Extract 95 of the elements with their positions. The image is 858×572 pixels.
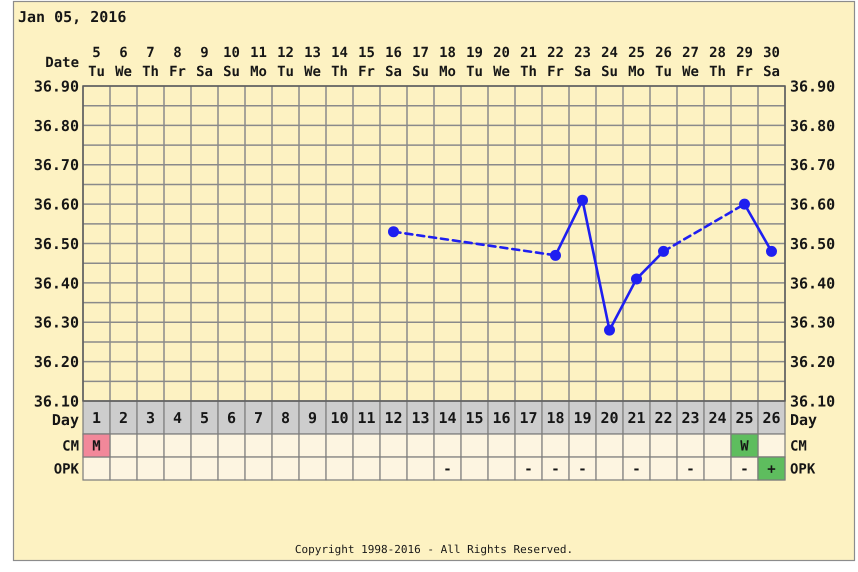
x-tick-label: 30 Sa: [763, 45, 780, 80]
text: M: [92, 438, 101, 455]
x2-tick-label: 23: [681, 408, 700, 427]
y2-tick-label: 36.80: [790, 116, 836, 135]
x2-tick-label: 2: [118, 408, 128, 427]
point: [739, 198, 750, 210]
x-tick-label: 10 Su: [223, 45, 240, 80]
x-tick-label: 24 Su: [601, 45, 618, 80]
y-tick-label: 36.20: [34, 353, 79, 372]
chart-title: Jan 05, 2016: [18, 8, 126, 26]
point: [631, 273, 642, 284]
x-tick-label: 27 We: [682, 45, 699, 80]
category-label: OPK: [790, 462, 816, 478]
x2-tick-label: 6: [226, 408, 236, 427]
x2-tick-label: 16: [492, 408, 511, 427]
x-tick-label: 17 Su: [412, 45, 429, 80]
x-tick-label: 5 Tu: [88, 45, 105, 80]
y2-tick-label: 36.10: [790, 392, 836, 410]
x-axis-title: Date: [45, 55, 79, 71]
x-tick-label: 15 Fr: [358, 45, 375, 80]
x2-tick-label: 18: [546, 408, 565, 427]
text: -: [524, 462, 533, 478]
x-tick-label: 21 Th: [520, 45, 537, 80]
y-tick-label: 36.70: [34, 156, 79, 174]
x2-tick-label: 26: [762, 408, 781, 427]
x2-tick-label: 11: [357, 408, 376, 427]
x2-tick-label: 4: [172, 408, 182, 427]
x2-tick-label: 8: [280, 408, 290, 427]
y-tick-label: 36.90: [34, 77, 79, 96]
x2-tick-label: 9: [308, 408, 318, 427]
y-tick-label: 36.60: [34, 196, 79, 214]
x2-tick-label: 17: [519, 408, 538, 427]
y2-tick-label: 36.90: [790, 77, 836, 96]
y-tick-label: 36.40: [34, 274, 79, 292]
y2-tick-label: 36.60: [790, 196, 836, 214]
x-tick-label: 13 We: [304, 45, 321, 80]
point: [604, 324, 615, 336]
text: Day: [790, 410, 818, 429]
x-tick-label: 22 Fr: [547, 45, 564, 80]
x-tick-label: 6 We: [115, 45, 132, 80]
x-tick-label: 16 Sa: [385, 45, 402, 80]
x2-axis-title: Day: [52, 410, 79, 429]
x-tick-label: 29 Fr: [736, 45, 753, 80]
x-tick-label: 7 Th: [142, 45, 159, 80]
x2-tick-label: 21: [627, 408, 646, 427]
y2-tick-label: 36.50: [790, 234, 836, 253]
text: W: [740, 438, 749, 455]
x2-tick-label: 20: [600, 408, 619, 427]
x-tick-label: 25 Mo: [628, 45, 645, 80]
category-label: OPK: [54, 462, 79, 478]
y2-tick-label: 36.30: [790, 314, 836, 332]
x2-tick-label: 12: [384, 408, 403, 427]
x2-tick-label: 1: [92, 408, 102, 427]
text: -: [632, 462, 641, 478]
y-tick-label: 36.50: [34, 234, 79, 253]
x-tick-label: 20 We: [493, 45, 510, 80]
x2-tick-label: 15: [465, 408, 484, 427]
x-tick-label: 14 Th: [331, 45, 348, 80]
y2-tick-label: 36.20: [790, 353, 836, 372]
x2-tick-label: 3: [146, 408, 156, 427]
y-tick-label: 36.30: [34, 314, 79, 332]
x2-tick-label: 22: [654, 408, 673, 427]
x-tick-label: 18 Mo: [439, 45, 456, 80]
x-tick-label: 12 Tu: [277, 45, 294, 80]
x-tick-label: 28 Th: [709, 45, 726, 80]
category-label: CM: [62, 438, 79, 455]
x2-tick-label: 24: [708, 408, 727, 427]
x-tick-label: 23 Sa: [574, 45, 591, 80]
x2-tick-label: 7: [254, 408, 264, 427]
text: -: [443, 462, 452, 478]
x-tick-label: 9 Sa: [196, 45, 213, 80]
text: -: [686, 462, 695, 478]
x2-tick-label: 10: [330, 408, 349, 427]
x2-tick-label: 13: [411, 408, 430, 427]
text: -: [740, 462, 749, 478]
x2-tick-label: 19: [573, 408, 592, 427]
x2-tick-label: 25: [735, 408, 754, 427]
text: -: [578, 462, 587, 478]
y2-tick-label: 36.40: [790, 274, 836, 292]
x-tick-label: 26 Tu: [655, 45, 672, 80]
text: -: [551, 462, 560, 478]
point: [766, 246, 777, 257]
text: +: [767, 462, 776, 478]
point: [388, 226, 399, 238]
category-label: CM: [790, 438, 807, 455]
x2-tick-label: 14: [438, 408, 457, 427]
x-tick-label: 19 Tu: [466, 45, 483, 80]
y-tick-label: 36.80: [34, 116, 79, 135]
y2-tick-label: 36.70: [790, 156, 836, 174]
y-tick-label: 36.10: [34, 392, 79, 410]
text: Copyright 1998-2016 - All Rights Reserved.: [294, 543, 574, 556]
x2-tick-label: 5: [200, 408, 210, 427]
x-tick-label: 11 Mo: [250, 45, 267, 80]
x-tick-label: 8 Fr: [169, 45, 186, 80]
point: [577, 194, 588, 206]
